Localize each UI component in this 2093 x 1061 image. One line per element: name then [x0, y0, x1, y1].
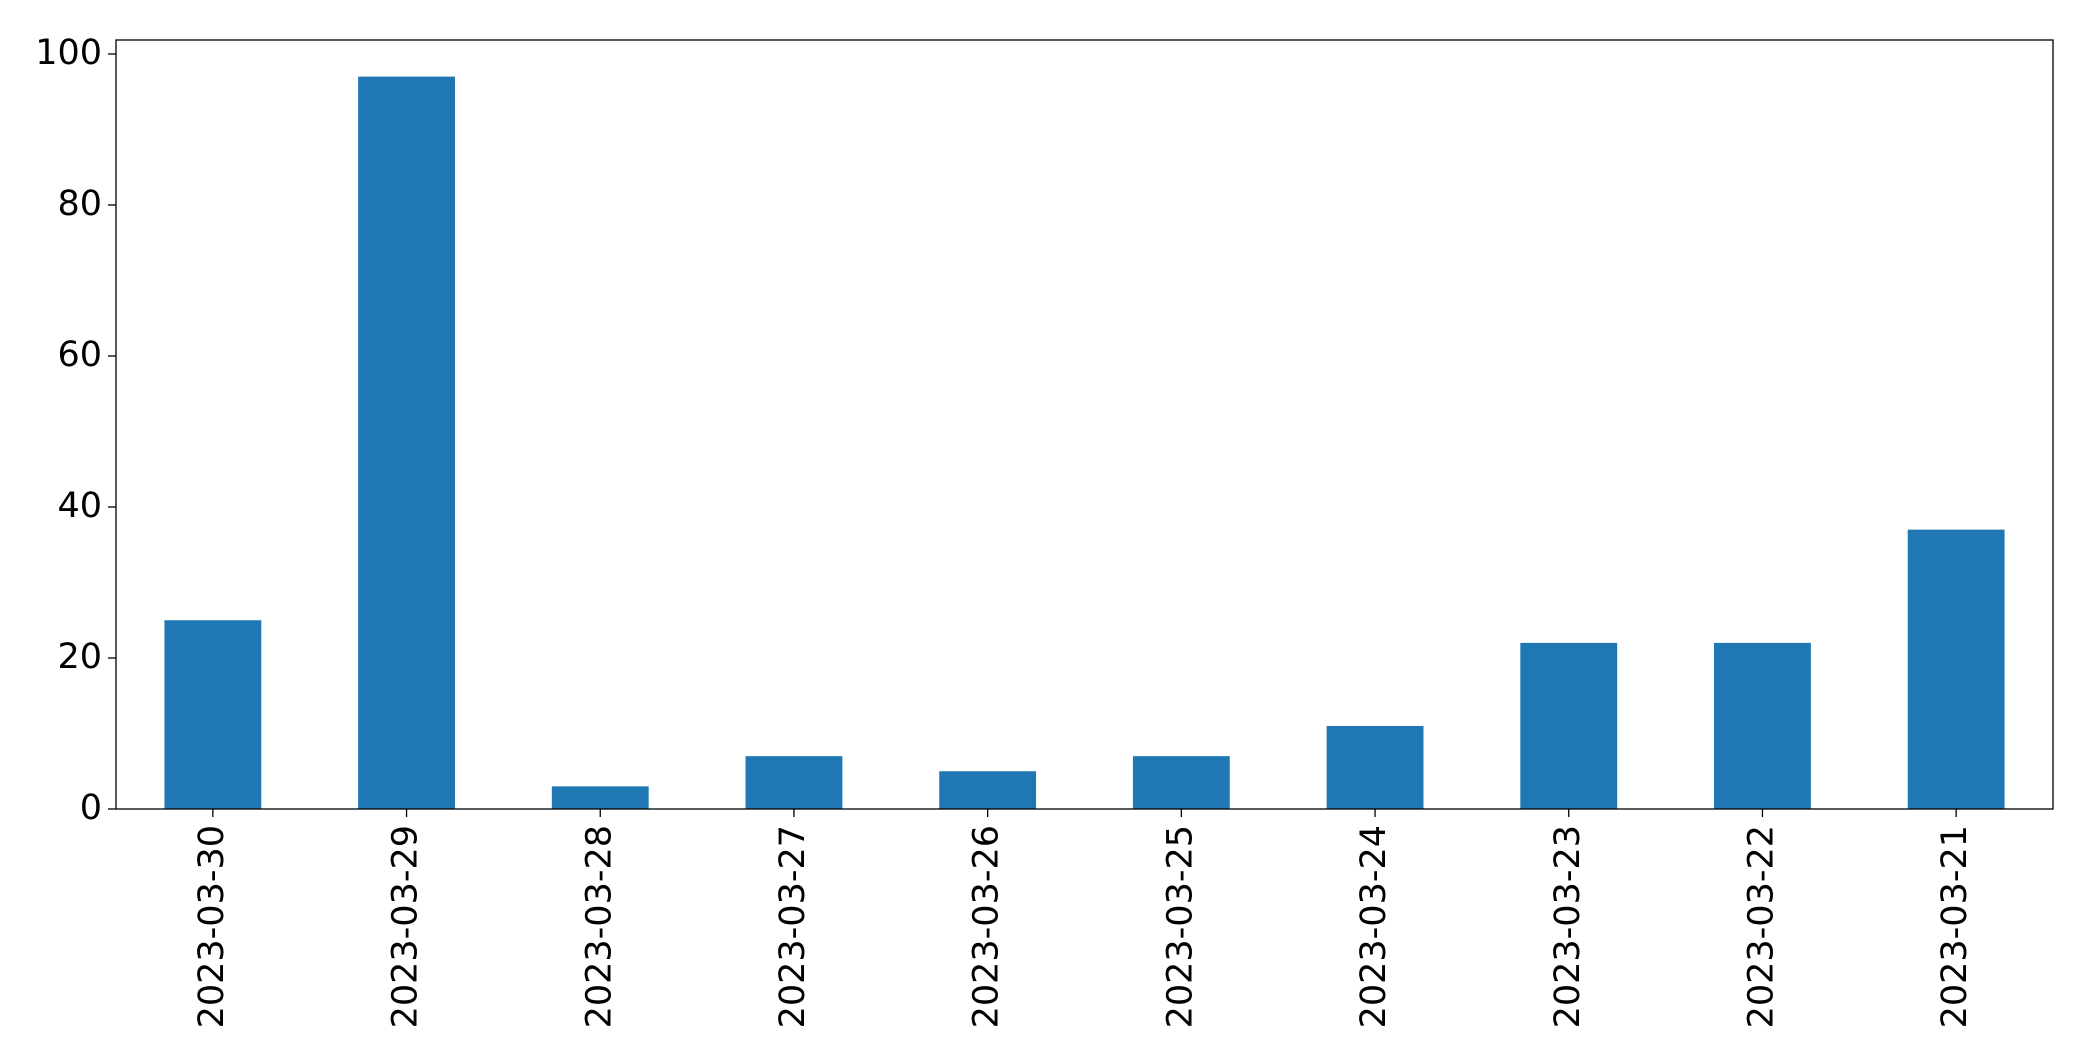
y-tick-label: 100 [35, 33, 102, 73]
bar [1714, 642, 1811, 809]
x-tick-label: 2023-03-22 [1741, 825, 1781, 1028]
y-tick-label: 80 [57, 184, 102, 224]
bar [1520, 642, 1618, 809]
y-tick-label: 60 [57, 335, 102, 375]
y-tick-label: 0 [80, 788, 102, 828]
bar [358, 76, 455, 810]
y-tick-label: 40 [57, 486, 102, 526]
bar [551, 786, 649, 809]
x-tick-label: 2023-03-29 [386, 825, 426, 1028]
x-tick-label: 2023-03-28 [579, 825, 619, 1028]
plot-frame [115, 39, 2054, 810]
y-tick-label: 20 [57, 637, 102, 677]
x-tick-label: 2023-03-21 [1935, 825, 1975, 1028]
x-tick-label: 2023-03-25 [1160, 825, 1200, 1028]
x-tick-label: 2023-03-27 [773, 825, 813, 1028]
bar [1132, 756, 1230, 809]
bar [164, 620, 262, 809]
bar [1907, 529, 2005, 809]
x-tick-label: 2023-03-30 [192, 825, 232, 1028]
x-tick-label: 2023-03-23 [1548, 825, 1588, 1028]
bar [745, 756, 843, 809]
bar [939, 771, 1037, 809]
x-tick-label: 2023-03-24 [1354, 825, 1394, 1028]
x-tick-label: 2023-03-26 [967, 825, 1007, 1028]
bar [1326, 725, 1424, 809]
